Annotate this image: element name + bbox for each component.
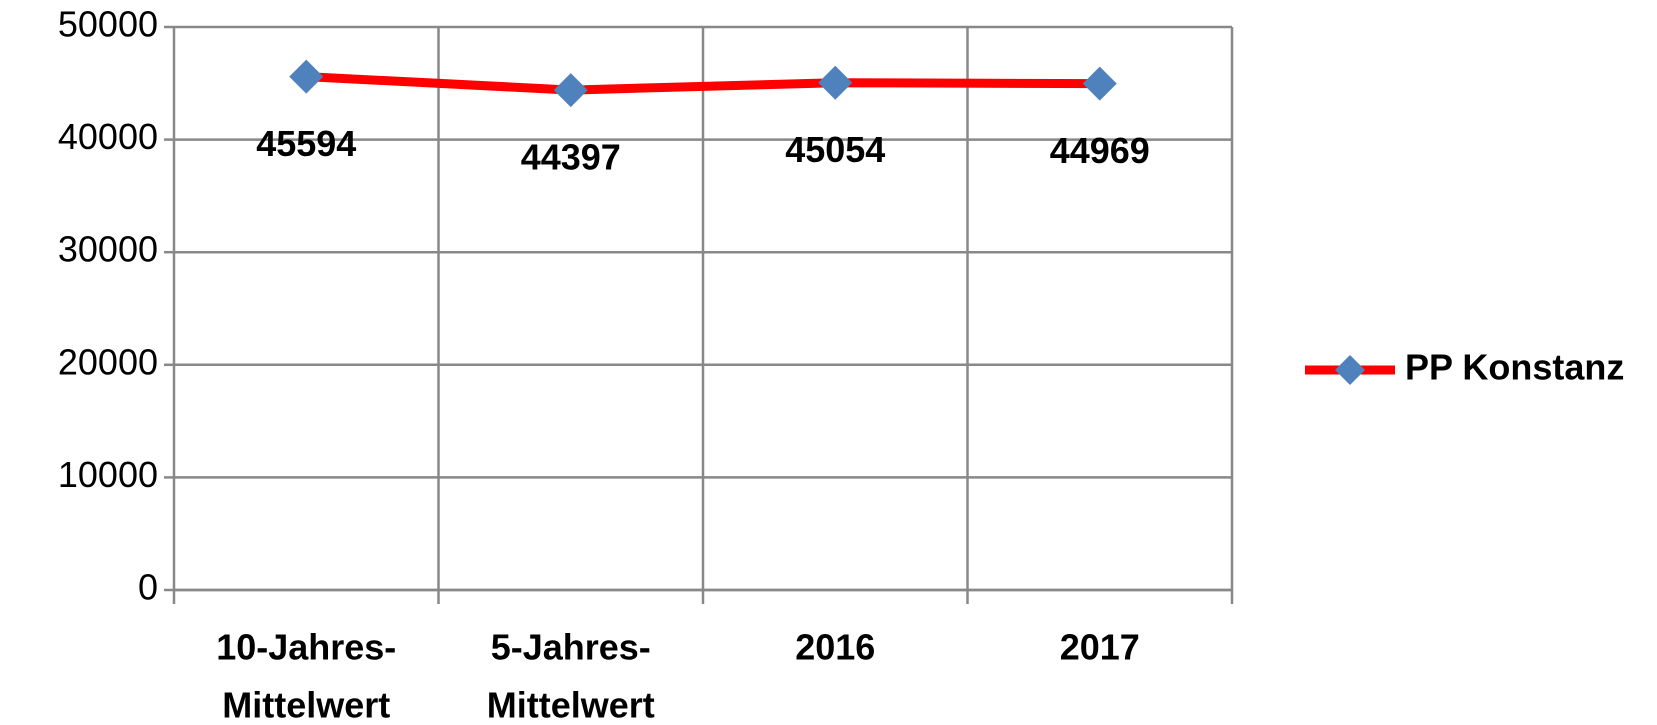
data-label: 44397	[521, 137, 621, 178]
legend-marker	[1335, 355, 1365, 385]
legend-label: PP Konstanz	[1405, 347, 1624, 388]
line	[306, 72, 1100, 95]
y-tick-label: 40000	[58, 116, 158, 157]
y-tick-label: 10000	[58, 454, 158, 495]
y-tick-label: 30000	[58, 229, 158, 270]
x-tick-label: 5-Jahres-	[491, 627, 651, 668]
y-tick-label: 50000	[58, 4, 158, 45]
y-tick-label: 0	[138, 567, 158, 608]
data-label: 45054	[785, 129, 885, 170]
x-tick-label: 10-Jahres-	[216, 627, 396, 668]
x-tick-label: 2016	[795, 627, 875, 668]
x-tick-label: 2017	[1060, 627, 1140, 668]
marker	[818, 65, 853, 100]
y-tick-label: 20000	[58, 341, 158, 382]
data-label: 45594	[256, 123, 356, 164]
data-label: 44969	[1050, 130, 1150, 171]
marker	[1082, 66, 1117, 101]
marker	[553, 73, 588, 108]
x-tick-label: Mittelwert	[487, 685, 655, 725]
x-tick-label: Mittelwert	[222, 685, 390, 725]
marker	[289, 59, 324, 94]
